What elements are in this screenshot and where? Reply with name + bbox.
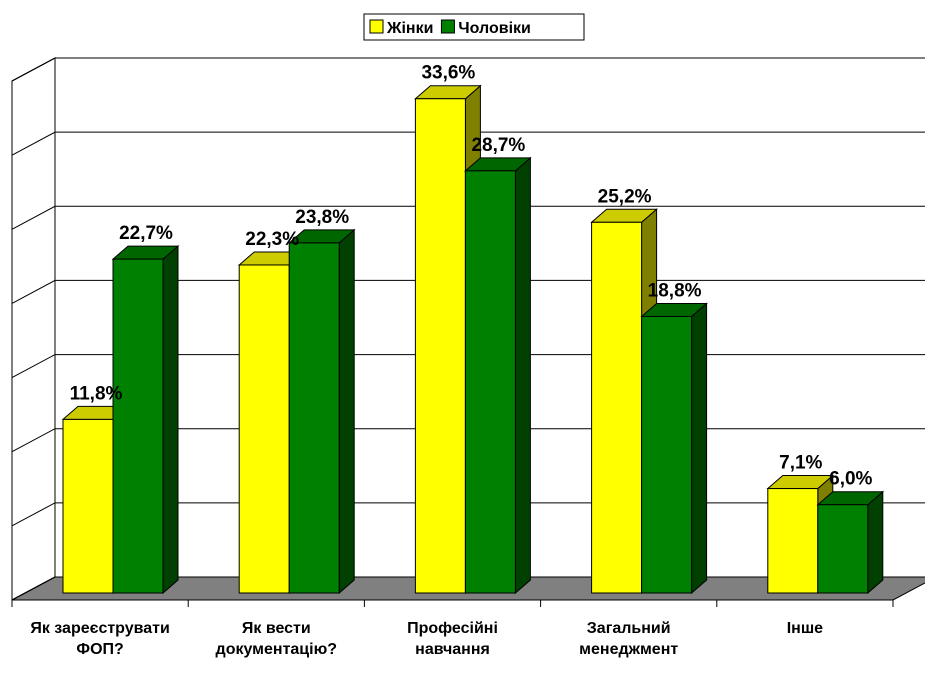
value-label: 11,8% [70,383,123,404]
x-tick-label: Загальний менеджмент [579,620,679,658]
bar-front [238,264,290,594]
legend-label: Жінки [386,20,433,37]
bar-front [591,221,643,594]
legend-box [363,13,585,41]
bar-side [162,244,179,595]
x-tick-label: Інше [786,620,824,637]
bar [816,490,885,595]
legend-swatch [369,19,384,34]
value-label: 7,1% [779,453,822,474]
bar-front [767,488,819,594]
value-label: 33,6% [421,63,475,84]
bar-front [288,242,340,594]
bar-side [338,228,355,595]
bar-front [641,315,693,594]
value-label: 25,2% [598,186,652,207]
grid-line [11,57,925,82]
bar-side [514,156,531,595]
bar-side [867,490,884,595]
bar-side [691,302,708,595]
bar [111,244,180,595]
legend: Жінки Чоловіки [363,13,585,41]
legend-label: Чоловіки [458,20,530,37]
bar-front [112,258,164,594]
bar [590,208,658,595]
bar-front [414,98,466,594]
grid-line [11,131,925,156]
value-label: 22,7% [119,223,173,244]
bar-front [464,170,516,594]
x-tick-label: Професійні навчання [407,620,498,658]
value-label: 22,3% [245,229,299,250]
grid-line [11,205,925,230]
bar [287,228,356,595]
x-tick-label: Як зареєструвати ФОП? [30,620,170,658]
side-wall [11,57,56,601]
bar-front [817,504,869,594]
bar [640,302,708,595]
bar [464,156,532,595]
value-label: 6,0% [829,469,872,490]
x-tick-label: Як вести документацію? [215,620,338,658]
bar-front [62,418,114,594]
value-label: 28,7% [471,135,525,156]
value-label: 23,8% [295,207,349,228]
legend-swatch [440,19,455,34]
value-label: 18,8% [648,280,702,301]
